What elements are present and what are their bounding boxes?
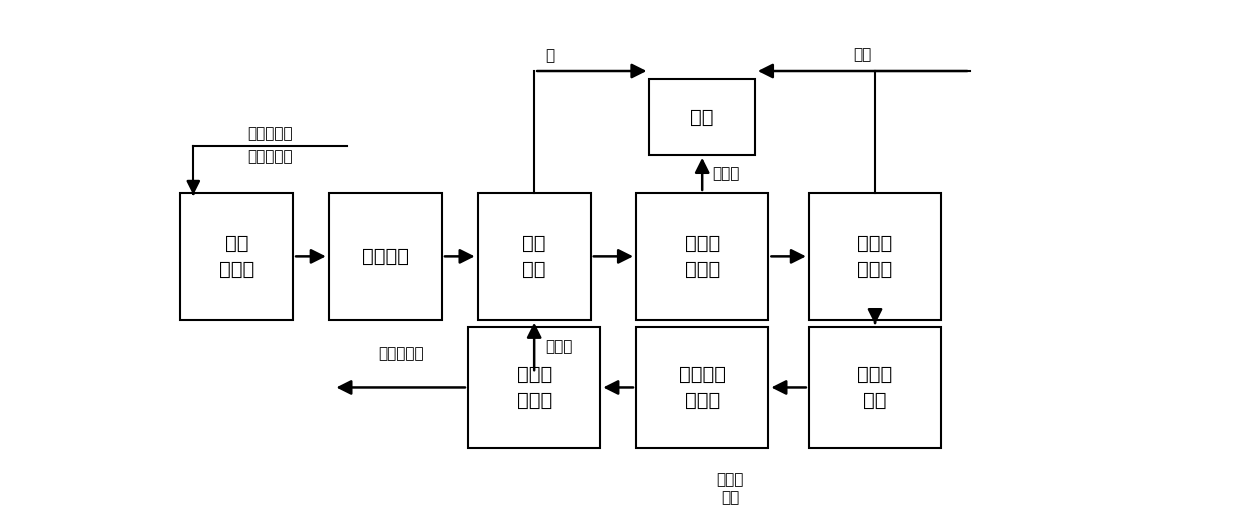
FancyBboxPatch shape	[636, 193, 768, 320]
FancyBboxPatch shape	[180, 193, 294, 320]
Text: 冷凝水: 冷凝水	[545, 339, 574, 354]
FancyBboxPatch shape	[328, 193, 442, 320]
Text: 过滤渣: 过滤渣	[711, 167, 740, 181]
Text: 沉淀碳酸
锂产品: 沉淀碳酸 锂产品	[679, 365, 726, 410]
Text: 除杂液
浓缩: 除杂液 浓缩	[857, 365, 892, 410]
Text: 滤渣: 滤渣	[854, 47, 872, 62]
FancyBboxPatch shape	[809, 327, 942, 448]
FancyBboxPatch shape	[468, 327, 601, 448]
Text: 电池正极片: 电池正极片	[248, 149, 292, 164]
Text: 循环浸出: 循环浸出	[362, 247, 409, 266]
Text: 元明粉产品: 元明粉产品	[378, 346, 424, 361]
Text: 过滤
洗涤: 过滤 洗涤	[523, 234, 546, 279]
FancyBboxPatch shape	[477, 193, 591, 320]
Text: 除磷、
铁、铝: 除磷、 铁、铝	[685, 234, 720, 279]
FancyBboxPatch shape	[649, 79, 755, 155]
Text: 渣: 渣	[545, 48, 555, 63]
Text: 废磷酸铁锂: 废磷酸铁锂	[248, 126, 292, 141]
Text: 制备
正极粉: 制备 正极粉	[219, 234, 254, 279]
Text: 渣库: 渣库	[690, 107, 714, 127]
FancyBboxPatch shape	[809, 193, 942, 320]
Text: 溶液除
钙、镁: 溶液除 钙、镁	[857, 234, 892, 279]
Text: 沉锂尾
水处理: 沉锂尾 水处理	[517, 365, 551, 410]
FancyBboxPatch shape	[636, 327, 768, 448]
Text: 碳酸锂
产品: 碳酸锂 产品	[716, 472, 743, 505]
